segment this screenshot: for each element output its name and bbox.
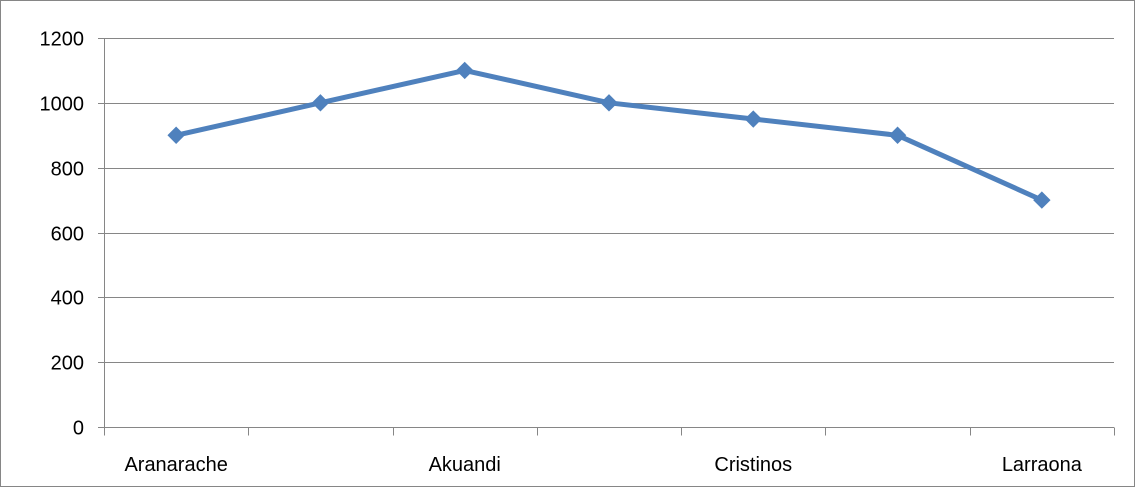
- data-point-marker: [311, 94, 330, 112]
- y-tick-label: 0: [73, 418, 84, 440]
- x-tick-label: Akuandi: [429, 454, 501, 476]
- data-series: [167, 61, 1051, 209]
- y-tick-label: 800: [51, 159, 84, 181]
- y-tick-label: 600: [51, 224, 84, 246]
- y-tick-label: 400: [51, 288, 84, 310]
- axes: [98, 38, 1115, 436]
- x-tick-label: Aranarache: [124, 454, 227, 476]
- gridlines: [104, 38, 1114, 363]
- data-point-marker: [456, 61, 474, 80]
- x-tick-label: Cristinos: [714, 454, 792, 476]
- y-axis-tick-labels: 0 200 400 600 800 1000 1200: [40, 29, 85, 440]
- data-point-marker: [167, 126, 185, 144]
- y-tick-label: 200: [51, 353, 84, 375]
- y-tick-label: 1200: [40, 29, 85, 51]
- x-tick-label: Larraona: [1002, 454, 1083, 476]
- data-point-marker: [744, 110, 762, 128]
- x-axis-tick-labels: Aranarache Akuandi Cristinos Larraona: [124, 454, 1082, 476]
- series-line: [173, 67, 1045, 203]
- data-point-marker: [600, 94, 618, 112]
- data-point-marker: [888, 126, 907, 144]
- y-tick-label: 1000: [40, 94, 85, 116]
- data-point-marker: [1033, 191, 1051, 209]
